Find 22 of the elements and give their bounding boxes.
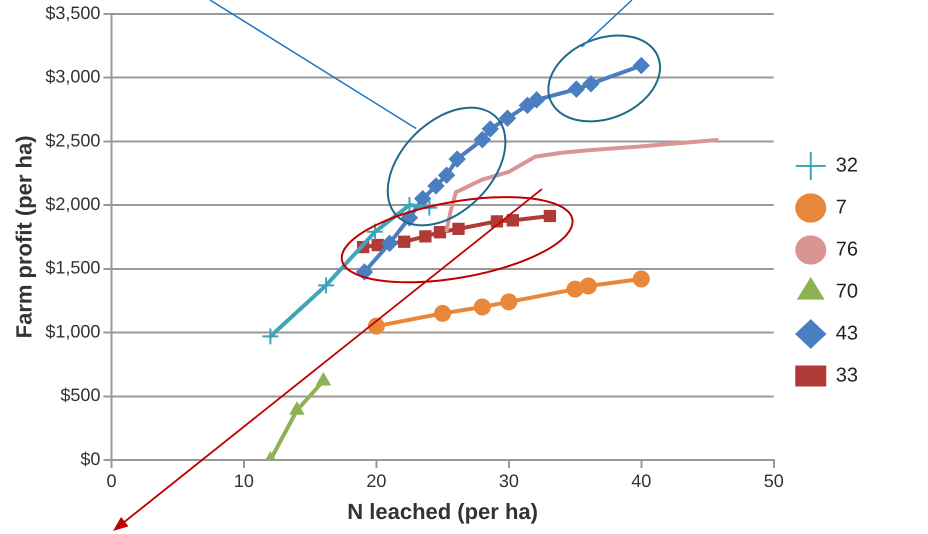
y-tick-label: $1,500 bbox=[45, 258, 100, 278]
x-tick-label: 40 bbox=[631, 470, 652, 491]
x-tick-label: 10 bbox=[234, 470, 254, 491]
legend-label: 32 bbox=[836, 154, 858, 177]
y-tick-label: $2,500 bbox=[45, 130, 100, 150]
y-tick-label: $3,500 bbox=[45, 2, 100, 23]
legend-label: 76 bbox=[836, 238, 858, 261]
y-tick-label: $500 bbox=[60, 385, 100, 406]
legend-label: 33 bbox=[836, 364, 858, 387]
x-axis-title: N leached (per ha) bbox=[347, 498, 538, 524]
y-tick-label: $3,000 bbox=[45, 66, 100, 87]
legend-label: 7 bbox=[836, 196, 847, 219]
y-tick-label: $1,000 bbox=[45, 321, 100, 342]
x-tick-label: 50 bbox=[764, 470, 784, 491]
legend-label: 70 bbox=[836, 280, 858, 303]
legend-label: 43 bbox=[836, 322, 858, 345]
x-tick-label: 20 bbox=[366, 470, 386, 491]
y-tick-label: $2,000 bbox=[45, 194, 100, 214]
x-tick-label: 30 bbox=[498, 470, 519, 491]
y-axis-title: Farm profit (per ha) bbox=[11, 135, 36, 338]
x-tick-label: 0 bbox=[106, 470, 116, 491]
y-tick-label: $0 bbox=[80, 448, 100, 469]
